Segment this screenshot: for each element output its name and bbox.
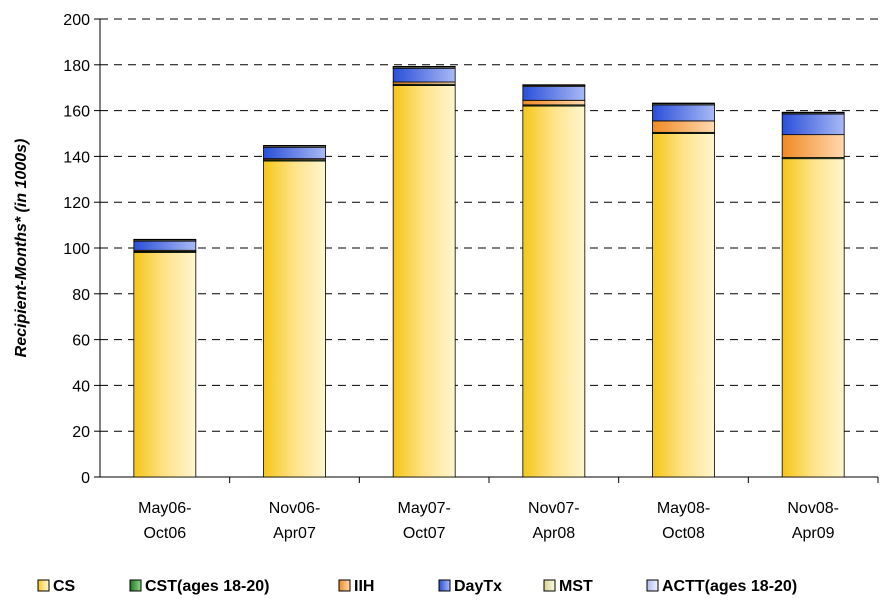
- gridlines: [100, 18, 878, 432]
- bar-segment-daytx-4: [652, 104, 715, 122]
- bar-segment-iih-5: [781, 134, 845, 158]
- bar-segment-actt-ages-18-20--2: [392, 66, 456, 68]
- bar-segment-cs-4: [652, 133, 715, 478]
- y-tick-label: 180: [63, 58, 90, 75]
- legend-label: ACTT(ages 18-20): [662, 578, 797, 595]
- bar-segment-iih-3: [522, 99, 586, 106]
- bar-segment-daytx-0: [133, 240, 197, 251]
- x-category-label: Nov08-: [787, 500, 839, 517]
- x-category-label: Nov06-: [269, 500, 321, 517]
- bar-segment-cs-5: [781, 158, 845, 478]
- y-tick-label: 140: [63, 149, 90, 166]
- x-category-label: Nov07-: [528, 500, 580, 517]
- bar-segment-cs-2: [392, 85, 456, 478]
- x-category-label: Oct08: [662, 525, 705, 542]
- y-tick-label: 160: [63, 104, 90, 121]
- legend-swatch-mst: [543, 579, 556, 592]
- y-axis-ticks: 0 20 40 60 80 100 120 140 160 180 200: [63, 12, 100, 487]
- y-tick-label: 200: [63, 12, 90, 29]
- legend: CS CST(ages 18-20) IIH DayTx MST ACTT(ages 18…: [37, 578, 797, 595]
- y-axis-title: Recipient-Months* (in 1000s): [13, 139, 30, 358]
- legend-swatch-daytx: [438, 579, 451, 592]
- x-category-label: Oct06: [143, 525, 186, 542]
- x-axis-labels: May06- Oct06 Nov06- Apr07 May07- Oct07 Nov07- A…: [138, 477, 879, 542]
- legend-label: CS: [53, 578, 76, 595]
- bar-segment-cs-0: [133, 252, 197, 478]
- legend-swatch-cs: [37, 579, 50, 592]
- legend-label: CST(ages 18-20): [145, 578, 270, 595]
- x-category-label: May08-: [657, 500, 710, 517]
- x-category-label: May07-: [397, 500, 450, 517]
- y-tick-label: 80: [72, 287, 90, 304]
- bar-segment-actt-ages-18-20--5: [781, 111, 845, 114]
- x-category-label: Apr09: [792, 525, 835, 542]
- legend-label: DayTx: [454, 578, 502, 595]
- y-tick-label: 100: [63, 241, 90, 258]
- bar-segment-actt-ages-18-20--1: [263, 145, 326, 147]
- bar-segment-cs-3: [522, 105, 586, 478]
- bar-segment-actt-ages-18-20--3: [522, 84, 586, 86]
- legend-swatch-iih: [338, 579, 351, 592]
- x-category-label: Oct07: [403, 525, 446, 542]
- y-tick-label: 60: [72, 333, 90, 350]
- bars: [133, 66, 845, 478]
- y-tick-label: 40: [72, 378, 90, 395]
- bar-segment-iih-4: [652, 120, 715, 133]
- bar-segment-daytx-1: [263, 146, 326, 160]
- bar-segment-daytx-3: [522, 86, 586, 101]
- bar-segment-daytx-5: [781, 113, 845, 136]
- legend-swatch-actt-ages-18-20-: [646, 579, 659, 592]
- x-category-label: May06-: [138, 500, 191, 517]
- legend-label: MST: [559, 578, 593, 595]
- bar-segment-actt-ages-18-20--4: [652, 102, 715, 105]
- bar-segment-actt-ages-18-20--0: [133, 238, 197, 241]
- x-category-label: Apr08: [532, 525, 575, 542]
- y-tick-label: 0: [81, 470, 90, 487]
- legend-swatch-cst-ages-18-20-: [129, 579, 142, 592]
- x-category-label: Apr07: [273, 525, 316, 542]
- bar-segment-cs-1: [263, 160, 326, 478]
- y-tick-label: 120: [63, 195, 90, 212]
- legend-label: IIH: [354, 578, 374, 595]
- bar-segment-daytx-2: [392, 67, 456, 83]
- y-tick-label: 20: [72, 424, 90, 441]
